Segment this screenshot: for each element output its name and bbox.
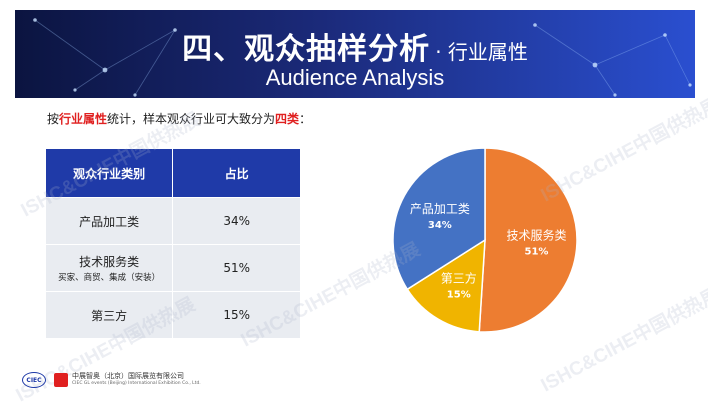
intro-highlight-attribute: 行业属性	[59, 112, 108, 126]
table-row: 技术服务类买家、商贸、集成（安装） 51%	[44, 244, 301, 292]
row-share: 15%	[172, 291, 301, 339]
network-background	[33, 18, 692, 97]
row-share: 34%	[172, 197, 301, 245]
category-label: 产品加工类	[79, 214, 140, 229]
pie-slice	[392, 147, 486, 291]
table-header-row: 观众行业类别 占比	[44, 148, 301, 198]
intro-middle: 统计，样本观众行业可大致分为	[107, 112, 276, 126]
table-row: 产品加工类 34%	[44, 197, 301, 245]
header-category: 观众行业类别	[44, 148, 174, 198]
category-label: 第三方	[91, 308, 128, 323]
slice-value-label: 51%	[525, 247, 549, 258]
intro-text: 按行业属性统计，样本观众行业可大致分为四类：	[47, 110, 311, 127]
row-category: 技术服务类买家、商贸、集成（安装）	[44, 244, 174, 292]
intro-highlight-count: 四类	[275, 112, 300, 126]
industry-pie-chart: 技术服务类 51% 第三方 15% 产品加工类 34%	[392, 147, 578, 333]
header-share: 占比	[172, 148, 301, 198]
title-main: 四、观众抽样分析	[182, 32, 431, 67]
title-english: Audience Analysis	[265, 65, 445, 90]
row-category: 第三方	[44, 291, 174, 339]
gl-events-logo-icon	[54, 373, 68, 387]
category-label: 技术服务类	[79, 255, 140, 269]
ciec-logo: CIEC	[22, 372, 46, 388]
company-names: 中展智奥（北京）国际展览有限公司 CIEC GL events (Beijing…	[72, 373, 201, 387]
category-note: 买家、商贸、集成（安装）	[58, 273, 161, 283]
title-sub: · 行业属性	[435, 40, 528, 64]
slice-label: 产品加工类	[410, 202, 470, 216]
row-category: 产品加工类	[44, 197, 174, 245]
pie-slice	[406, 238, 486, 333]
slice-label: 第三方	[441, 270, 477, 285]
slice-value-label: 15%	[447, 289, 471, 300]
slice-value-label: 34%	[428, 220, 452, 231]
industry-table: 观众行业类别 占比 产品加工类 34% 技术服务类买家、商贸、集成（安装） 51…	[44, 148, 301, 339]
footer-logos: CIEC 中展智奥（北京）国际展览有限公司 CIEC GL events (Be…	[22, 372, 201, 388]
slice-label: 技术服务类	[506, 228, 566, 243]
pie-slice	[478, 147, 578, 333]
header-banner: 四、观众抽样分析 · 行业属性 Audience Analysis	[15, 10, 695, 98]
page-title: 四、观众抽样分析 · 行业属性	[15, 24, 695, 68]
intro-prefix: 按	[47, 112, 60, 126]
row-share: 51%	[172, 244, 301, 292]
company-name-en: CIEC GL events (Beijing) International E…	[72, 381, 201, 387]
intro-suffix: ：	[299, 112, 312, 126]
company-name-cn: 中展智奥（北京）国际展览有限公司	[72, 372, 184, 381]
table-row: 第三方 15%	[44, 291, 301, 339]
